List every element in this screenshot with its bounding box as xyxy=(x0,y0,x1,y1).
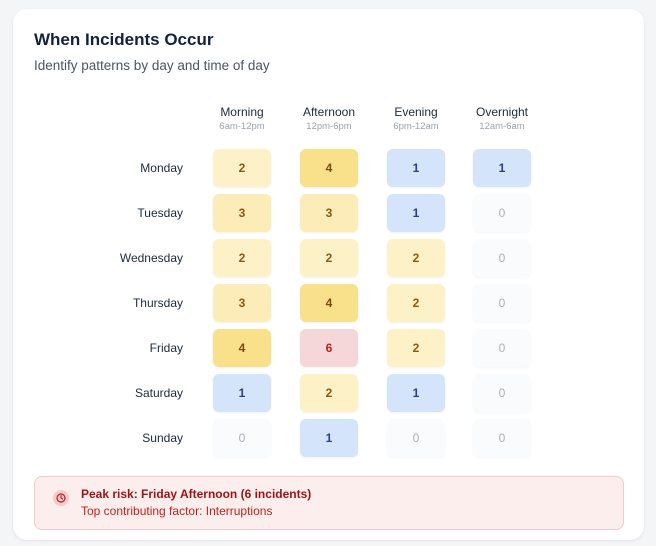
column-range-label: 12pm-6pm xyxy=(306,121,352,132)
heatmap-cell-friday-afternoon[interactable]: 6 xyxy=(300,329,358,367)
heatmap-cell-sunday-afternoon[interactable]: 1 xyxy=(300,419,358,457)
heatmap-cell-monday-overnight[interactable]: 1 xyxy=(473,149,531,187)
column-period-label: Morning xyxy=(220,105,264,119)
heatmap-cell-tuesday-overnight[interactable]: 0 xyxy=(473,194,531,232)
heatmap-cell-thursday-afternoon[interactable]: 4 xyxy=(300,284,358,322)
heatmap-cell-wednesday-afternoon[interactable]: 2 xyxy=(300,239,358,277)
heatmap-cell-wednesday-morning[interactable]: 2 xyxy=(213,239,271,277)
heatmap-cell-wednesday-evening[interactable]: 2 xyxy=(387,239,445,277)
column-range-label: 6am-12pm xyxy=(219,121,265,132)
column-period-label: Afternoon xyxy=(302,105,356,119)
clock-icon xyxy=(53,490,69,506)
row-label-sunday: Sunday xyxy=(142,431,183,445)
heatmap-cell-saturday-overnight[interactable]: 0 xyxy=(473,374,531,412)
row-label-wednesday: Wednesday xyxy=(119,251,183,265)
heatmap-cell-monday-morning[interactable]: 2 xyxy=(213,149,271,187)
column-header-overnight: Overnight 12am-6am xyxy=(462,105,542,132)
row-label-tuesday: Tuesday xyxy=(137,206,183,220)
peak-risk-alert: Peak risk: Friday Afternoon (6 incidents… xyxy=(34,476,624,530)
peak-risk-detail: Top contributing factor: Interruptions xyxy=(81,504,273,518)
incident-heatmap-card: When Incidents Occur Identify patterns b… xyxy=(13,9,644,540)
heatmap-cell-sunday-evening[interactable]: 0 xyxy=(387,419,445,457)
heatmap-cell-friday-morning[interactable]: 4 xyxy=(213,329,271,367)
heatmap-cell-friday-overnight[interactable]: 0 xyxy=(473,329,531,367)
heatmap-cell-tuesday-evening[interactable]: 1 xyxy=(387,194,445,232)
peak-risk-headline: Peak risk: Friday Afternoon (6 incidents… xyxy=(81,487,312,501)
heatmap-cell-thursday-overnight[interactable]: 0 xyxy=(473,284,531,322)
heatmap-cell-monday-evening[interactable]: 1 xyxy=(387,149,445,187)
heatmap-cell-tuesday-afternoon[interactable]: 3 xyxy=(300,194,358,232)
row-label-saturday: Saturday xyxy=(134,386,183,400)
card-title: When Incidents Occur xyxy=(34,30,214,49)
column-header-afternoon: Afternoon 12pm-6pm xyxy=(289,105,369,132)
heatmap-cell-saturday-evening[interactable]: 1 xyxy=(387,374,445,412)
card-subtitle: Identify patterns by day and time of day xyxy=(34,58,270,73)
heatmap-cell-thursday-morning[interactable]: 3 xyxy=(213,284,271,322)
heatmap-cell-wednesday-overnight[interactable]: 0 xyxy=(473,239,531,277)
heatmap-cell-tuesday-morning[interactable]: 3 xyxy=(213,194,271,232)
heatmap-cell-monday-afternoon[interactable]: 4 xyxy=(300,149,358,187)
column-header-evening: Evening 6pm-12am xyxy=(376,105,456,132)
heatmap-cell-sunday-morning[interactable]: 0 xyxy=(213,419,271,457)
row-label-friday: Friday xyxy=(149,341,183,355)
heatmap-cell-sunday-overnight[interactable]: 0 xyxy=(473,419,531,457)
heatmap-cell-friday-evening[interactable]: 2 xyxy=(387,329,445,367)
heatmap-cell-thursday-evening[interactable]: 2 xyxy=(387,284,445,322)
column-period-label: Evening xyxy=(394,105,438,119)
column-period-label: Overnight xyxy=(475,105,529,119)
heatmap-cell-saturday-morning[interactable]: 1 xyxy=(213,374,271,412)
heatmap-cell-saturday-afternoon[interactable]: 2 xyxy=(300,374,358,412)
column-range-label: 12am-6am xyxy=(479,121,525,132)
column-range-label: 6pm-12am xyxy=(393,121,439,132)
column-header-morning: Morning 6am-12pm xyxy=(202,105,282,132)
row-label-monday: Monday xyxy=(140,161,183,175)
row-label-thursday: Thursday xyxy=(132,296,183,310)
